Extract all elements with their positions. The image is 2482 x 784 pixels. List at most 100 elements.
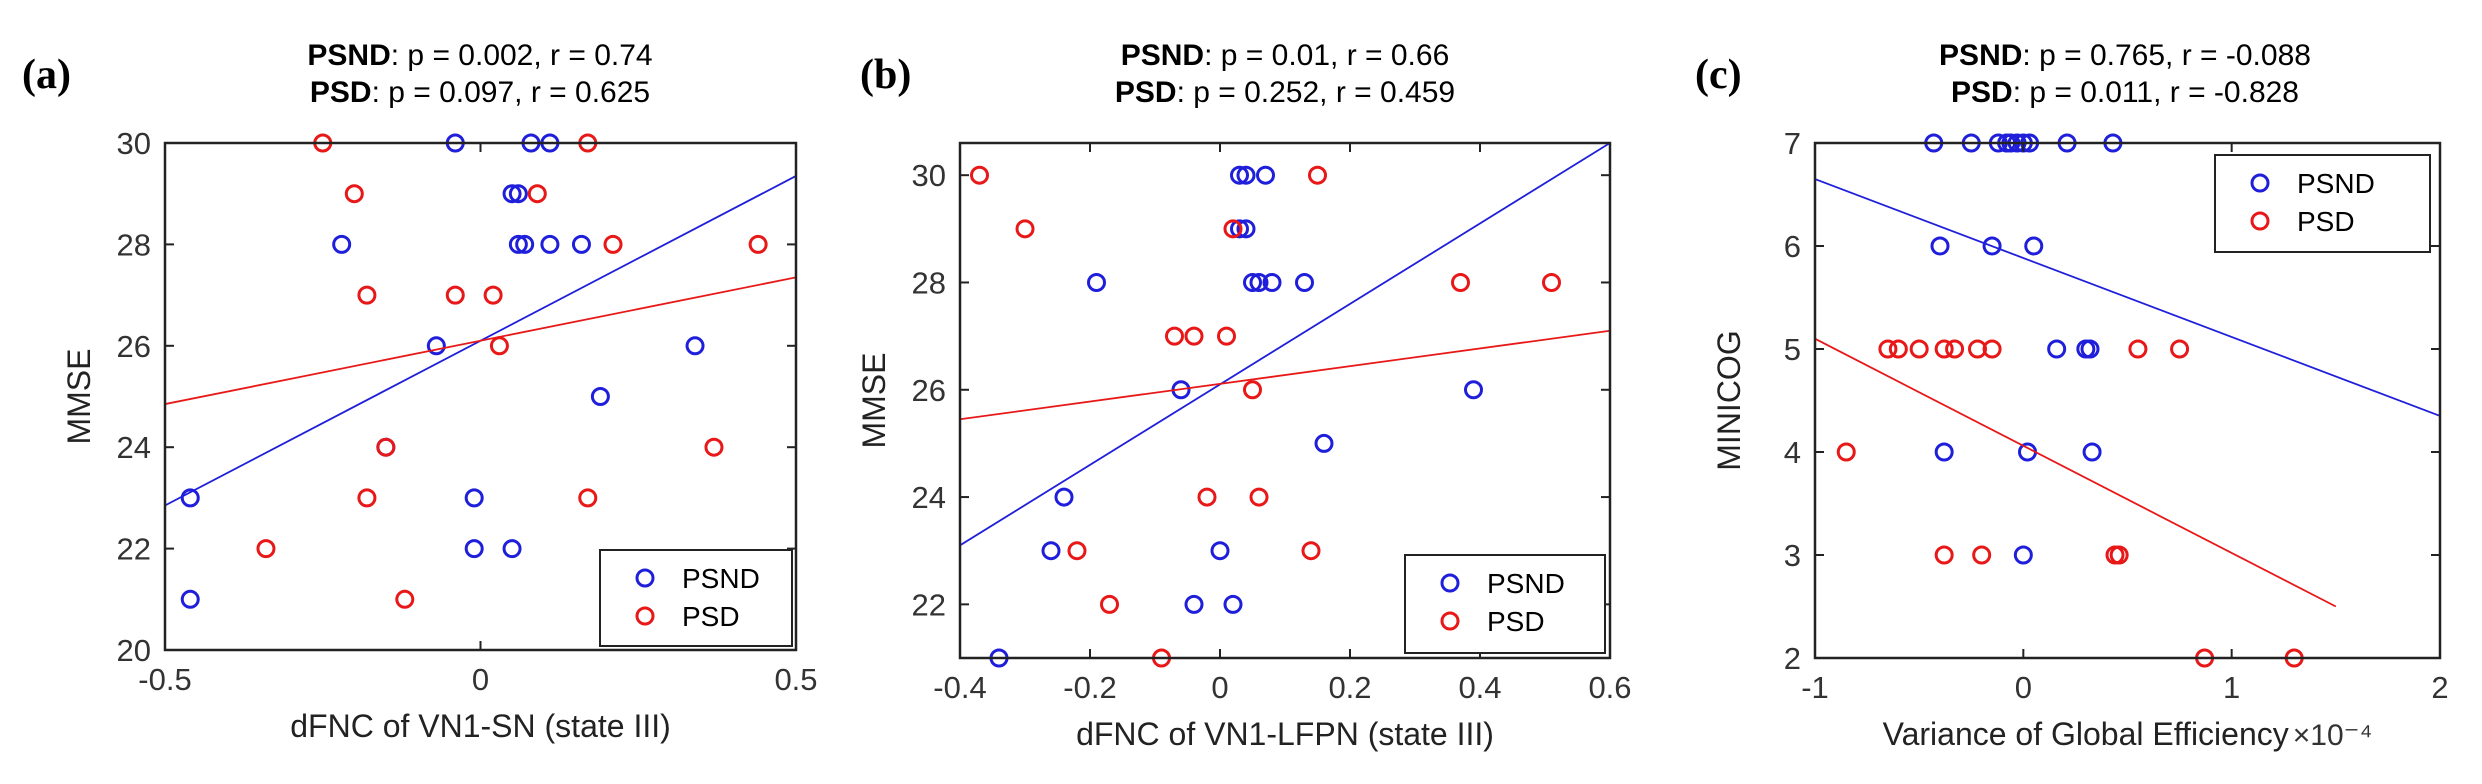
point-psd	[1165, 326, 1184, 346]
point-psnd	[1295, 272, 1314, 292]
point-psnd	[590, 387, 610, 406]
point-psnd	[1230, 165, 1249, 185]
stat-line-psd: PSD: p = 0.252, r = 0.459	[1115, 76, 1455, 109]
point-psd	[357, 488, 377, 508]
legend-marker-psnd	[2250, 173, 2270, 193]
x-tick-label: 0.4	[1458, 670, 1501, 705]
stat-values: : p = 0.011, r = -0.828	[2013, 76, 2299, 109]
legend: PSND PSD	[2214, 154, 2431, 253]
y-tick-label: 6	[1784, 229, 1801, 264]
point-psnd	[180, 589, 200, 609]
x-axis-label-text: dFNC of VN1-SN (state III)	[290, 708, 671, 744]
stat-values: : p = 0.097, r = 0.625	[372, 76, 651, 109]
stat-line-psnd: PSND: p = 0.765, r = -0.088	[1939, 39, 2311, 72]
legend-marker-psnd	[1440, 573, 1460, 593]
fit-line-psd	[1815, 337, 2337, 608]
point-psd	[395, 589, 415, 609]
point-psd	[1308, 165, 1327, 185]
stat-values: : p = 0.252, r = 0.459	[1177, 76, 1456, 109]
point-psd	[1100, 594, 1119, 614]
point-psd	[483, 285, 503, 305]
legend-label-psd: PSD	[1487, 606, 1545, 637]
y-tick-label: 24	[912, 480, 946, 515]
point-psnd	[502, 539, 522, 559]
point-psnd	[1262, 272, 1282, 292]
point-psd	[1888, 339, 1908, 359]
point-psd	[1945, 339, 1965, 359]
y-tick-label: 26	[912, 373, 946, 408]
y-tick-label: 7	[1784, 126, 1801, 161]
x-tick-label: 1	[2223, 670, 2240, 705]
point-psd	[1015, 219, 1035, 239]
point-psd	[1542, 272, 1561, 292]
point-psnd	[2013, 545, 2033, 565]
point-psd	[1909, 339, 1929, 359]
point-psd	[1184, 326, 1204, 346]
point-psnd	[2080, 339, 2100, 359]
x-tick-label: 0.2	[1328, 670, 1371, 705]
point-psd	[970, 165, 989, 185]
x-tick-label: -0.2	[1063, 670, 1116, 705]
legend: PSND PSD	[1404, 554, 1606, 654]
stat-line-psd: PSD: p = 0.011, r = -0.828	[1951, 76, 2299, 109]
axes-box	[1813, 141, 2442, 660]
y-tick-label: 5	[1784, 332, 1801, 367]
legend-box	[2214, 154, 2431, 253]
point-psnd	[1982, 236, 2002, 256]
point-psd	[748, 234, 768, 254]
fit-line-psd	[960, 329, 1610, 421]
stat-group: PSND	[1121, 39, 1204, 72]
point-psd	[1249, 487, 1269, 507]
x-tick-label: 2	[2431, 670, 2448, 705]
stat-line-psnd: PSND: p = 0.002, r = 0.74	[307, 39, 652, 72]
point-psd	[1217, 326, 1236, 346]
point-psnd	[1041, 541, 1061, 561]
point-psnd	[1464, 380, 1483, 400]
point-psnd	[1249, 272, 1269, 292]
x-exponent-label: ×10⁻⁴	[2293, 719, 2373, 752]
point-psnd	[685, 336, 705, 356]
panel-label: (c)	[1695, 52, 1742, 98]
point-psd	[1878, 339, 1898, 359]
x-axis-label-text: Variance of Global Efficiency	[1883, 716, 2289, 752]
point-psnd	[508, 184, 528, 204]
x-tick-label: 0.5	[774, 662, 817, 697]
point-psnd	[540, 234, 560, 254]
legend-label-psnd: PSND	[682, 563, 760, 594]
x-tick-label: 0	[2015, 670, 2032, 705]
point-psnd	[2024, 236, 2044, 256]
stat-group: PSND	[307, 39, 390, 72]
point-psnd	[2047, 339, 2067, 359]
point-psnd	[1210, 541, 1230, 561]
fit-line-psnd	[960, 143, 1610, 547]
y-tick-label: 22	[912, 587, 946, 622]
point-psd	[603, 234, 623, 254]
point-psnd	[1243, 272, 1262, 292]
stat-values: : p = 0.765, r = -0.088	[2022, 39, 2311, 72]
legend-label-psnd: PSND	[1487, 568, 1565, 599]
point-psd	[1243, 380, 1262, 400]
stat-group: PSND	[1939, 39, 2022, 72]
point-psd	[344, 184, 364, 204]
point-psd	[357, 285, 377, 305]
point-psd	[1223, 219, 1243, 239]
point-psd	[489, 336, 509, 356]
legend-label-psnd: PSND	[2297, 168, 2375, 199]
point-psnd	[1054, 487, 1074, 507]
y-tick-label: 26	[117, 329, 151, 364]
legend-marker-psd	[635, 606, 655, 626]
y-axis-label: MMSE	[61, 349, 97, 445]
x-axis-label: dFNC of VN1-SN (state III)	[290, 708, 671, 744]
x-axis-label: dFNC of VN1-LFPN (state III)	[1076, 716, 1494, 752]
legend: PSND PSD	[599, 549, 793, 647]
y-axis-label: MINICOG	[1711, 330, 1747, 470]
point-psnd	[1236, 219, 1256, 239]
point-psnd	[1930, 236, 1950, 256]
stat-values: : p = 0.01, r = 0.66	[1204, 39, 1449, 72]
point-psnd	[1230, 219, 1249, 239]
point-psnd	[464, 539, 484, 559]
y-tick-label: 4	[1784, 435, 1801, 470]
x-tick-label: 0	[472, 662, 489, 697]
